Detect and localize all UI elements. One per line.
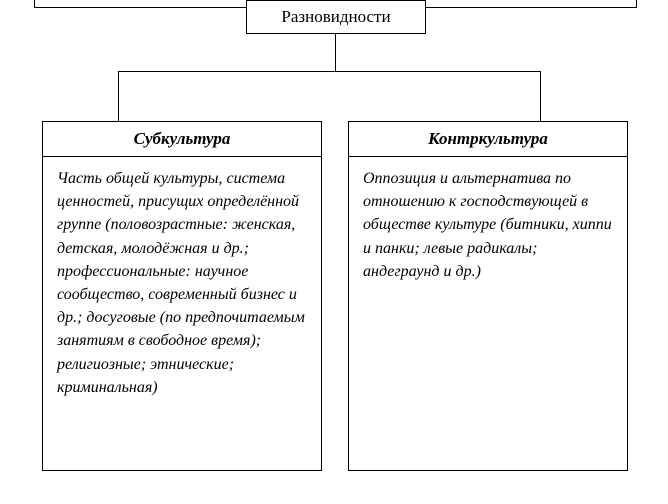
connector-vertical-left bbox=[118, 71, 119, 121]
root-node: Разновидности bbox=[246, 0, 426, 34]
connector-horizontal bbox=[118, 71, 540, 72]
connector-vertical-right bbox=[540, 71, 541, 121]
child-title-counterculture: Контркультура bbox=[348, 121, 628, 157]
child-title-label: Контркультура bbox=[428, 129, 548, 149]
root-label: Разновидности bbox=[281, 7, 390, 27]
child-node-counterculture: Контркультура Оппозиция и альтернати­ва … bbox=[348, 121, 628, 471]
child-body-subculture: Часть общей культуры, система ценностей,… bbox=[42, 157, 322, 471]
connector-vertical-root bbox=[335, 34, 336, 71]
child-title-label: Субкультура bbox=[134, 129, 231, 149]
child-node-subculture: Субкультура Часть общей культуры, систем… bbox=[42, 121, 322, 471]
child-title-subculture: Субкультура bbox=[42, 121, 322, 157]
diagram-canvas: Разновидности Субкультура Часть общей ку… bbox=[0, 0, 668, 504]
child-body-counterculture: Оппозиция и альтернати­ва по отношению к… bbox=[348, 157, 628, 471]
